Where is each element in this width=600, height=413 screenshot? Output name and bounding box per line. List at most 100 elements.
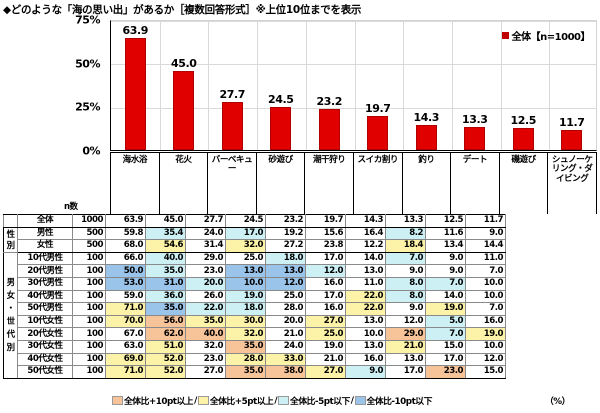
- legend-text-2: 全体比-5pt以下: [290, 397, 350, 407]
- cell-value: 12.0: [265, 276, 306, 291]
- bar: [124, 38, 146, 150]
- category-header-6: 釣り: [403, 153, 452, 214]
- cell-value: 38.0: [265, 365, 306, 379]
- cell-value: 18.0: [265, 251, 306, 266]
- cell-value: 16.0: [305, 276, 346, 291]
- cell-value: 17.0: [385, 365, 426, 379]
- y-tick-1: 25%: [75, 100, 100, 114]
- cell-value: 35.0: [185, 314, 226, 329]
- cell-value: 21.0: [265, 327, 306, 341]
- y-tick-0: 0%: [82, 144, 100, 158]
- cell-value: 7.0: [465, 302, 506, 316]
- cell-value: 23.0: [185, 264, 226, 278]
- cell-value: 28.0: [225, 352, 266, 367]
- cell-value: 13.0: [265, 264, 306, 278]
- cell-value: 13.0: [225, 264, 266, 278]
- cell-value: 13.3: [385, 214, 426, 228]
- bar-value-label: 11.7: [558, 115, 585, 129]
- table-row: 10代女性 100 70.0 56.0 35.0 30.0 20.0 27.0 13.0 12.0…: [4, 314, 506, 329]
- cell-value: 15.6: [305, 226, 346, 241]
- row-label: 50代男性: [17, 302, 73, 316]
- y-tick-3: 75%: [75, 13, 100, 27]
- row-n-value: 100: [72, 289, 106, 304]
- cell-value: 23.2: [265, 214, 306, 228]
- unit-label: （%）: [545, 397, 570, 407]
- table-row: 20代男性 100 50.0 35.0 23.0 13.0 13.0 12.0 13.0 9.0 9…: [4, 264, 506, 278]
- cell-value: 19.2: [265, 226, 306, 241]
- table-row: 40代女性 100 69.0 52.0 23.0 28.0 33.0 21.0 16.0 13.0…: [4, 352, 506, 367]
- cell-value: 7.0: [425, 276, 466, 291]
- bar-cell: 45.0: [160, 21, 209, 150]
- cell-value: 66.0: [105, 251, 146, 266]
- legend-chip-3: [354, 396, 366, 405]
- row-n-value: 100: [72, 264, 106, 278]
- cell-value: 16.0: [305, 302, 346, 316]
- cell-value: 32.0: [185, 339, 226, 354]
- table-row: 20代女性 100 67.0 62.0 40.0 32.0 21.0 25.0 10.0 29.0…: [4, 327, 506, 341]
- bar-cell: 13.3: [451, 21, 500, 150]
- category-header-8: 磯遊び: [500, 153, 549, 214]
- row-n-value: 100: [72, 352, 106, 367]
- row-n-value: 100: [72, 251, 106, 266]
- table-row: 40代男性 100 59.0 36.0 26.0 19.0 25.0 17.0 22.0 8.0 1…: [4, 289, 506, 304]
- category-header-7: デート: [451, 153, 500, 214]
- cell-value: 23.0: [425, 365, 466, 379]
- cell-value: 33.0: [265, 352, 306, 367]
- cell-value: 13.0: [345, 264, 386, 278]
- legend-text-3: 全体比-10pt以下: [366, 397, 433, 407]
- cell-value: 11.7: [465, 214, 506, 228]
- legend-swatch: [501, 32, 509, 39]
- cell-value: 25.0: [265, 289, 306, 304]
- cell-value: 10.0: [345, 327, 386, 341]
- cell-value: 12.5: [425, 214, 466, 228]
- cell-value: 23.0: [185, 352, 226, 367]
- page-title: ◆どのような「海の思い出」があるか［複数回答形式］※上位10位までを表示: [3, 4, 362, 16]
- cell-value: 29.0: [185, 251, 226, 266]
- cell-value: 32.0: [225, 327, 266, 341]
- cell-value: 24.5: [225, 214, 266, 228]
- cell-value: 21.0: [385, 339, 426, 354]
- category-header-3: 砂遊び: [257, 153, 306, 214]
- table-row: 50代女性 100 71.0 52.0 27.0 35.0 38.0 27.0 9.0 17.0 2…: [4, 365, 506, 379]
- bar-value-label: 45.0: [170, 57, 197, 71]
- table-row: 30代男性 100 53.0 31.0 20.0 10.0 12.0 16.0 11.0 8.0 7…: [4, 276, 506, 291]
- row-label: 20代女性: [17, 327, 73, 341]
- row-label: 女性: [17, 239, 73, 253]
- cell-value: 50.0: [105, 264, 146, 278]
- category-header-4: 潮干狩り: [305, 153, 354, 214]
- cell-value: 8.2: [385, 226, 426, 241]
- legend-label: 全体【n=1000】: [511, 32, 591, 43]
- row-n-value: 100: [72, 302, 106, 316]
- cell-value: 11.6: [425, 226, 466, 241]
- category-header-5: スイカ割り: [354, 153, 403, 214]
- cell-value: 9.0: [385, 302, 426, 316]
- cell-value: 13.0: [385, 352, 426, 367]
- cell-value: 14.3: [345, 214, 386, 228]
- cell-value: 53.0: [105, 276, 146, 291]
- table-row: 30代女性 100 63.0 51.0 32.0 35.0 24.0 19.0 13.0 21.0…: [4, 339, 506, 354]
- bar-value-label: 13.3: [461, 112, 488, 126]
- cell-value: 12.0: [465, 352, 506, 367]
- cell-value: 29.0: [385, 327, 426, 341]
- cell-value: 28.0: [265, 302, 306, 316]
- row-n-value: 100: [72, 365, 106, 379]
- legend-separator: /: [194, 395, 197, 406]
- category-header-strip: 海水浴 花火 バーベキュー 砂遊び 潮干狩り スイカ割り 釣り デート 磯遊び シュノーケリング・…: [110, 152, 597, 214]
- cell-value: 68.0: [105, 239, 146, 253]
- cell-value: 21.0: [305, 352, 346, 367]
- cell-value: 15.0: [425, 339, 466, 354]
- cell-value: 32.0: [225, 239, 266, 253]
- legend-text-1: 全体比+5pt以上: [209, 397, 274, 407]
- cell-value: 67.0: [105, 327, 146, 341]
- row-n-value: 100: [72, 314, 106, 329]
- cell-value: 9.0: [345, 365, 386, 379]
- table-row: 男女・世代別 10代男性 100 66.0 40.0 29.0 25.0 18.0 17.0 14…: [3, 251, 506, 379]
- bar-value-label: 27.7: [219, 87, 246, 101]
- cell-value: 19.0: [425, 302, 466, 316]
- cell-value: 8.0: [385, 289, 426, 304]
- row-label: 50代女性: [17, 365, 73, 379]
- cell-value: 63.0: [105, 339, 146, 354]
- y-tick-2: 50%: [75, 57, 100, 71]
- n-header-label: n数: [64, 202, 78, 212]
- cell-value: 30.0: [225, 314, 266, 329]
